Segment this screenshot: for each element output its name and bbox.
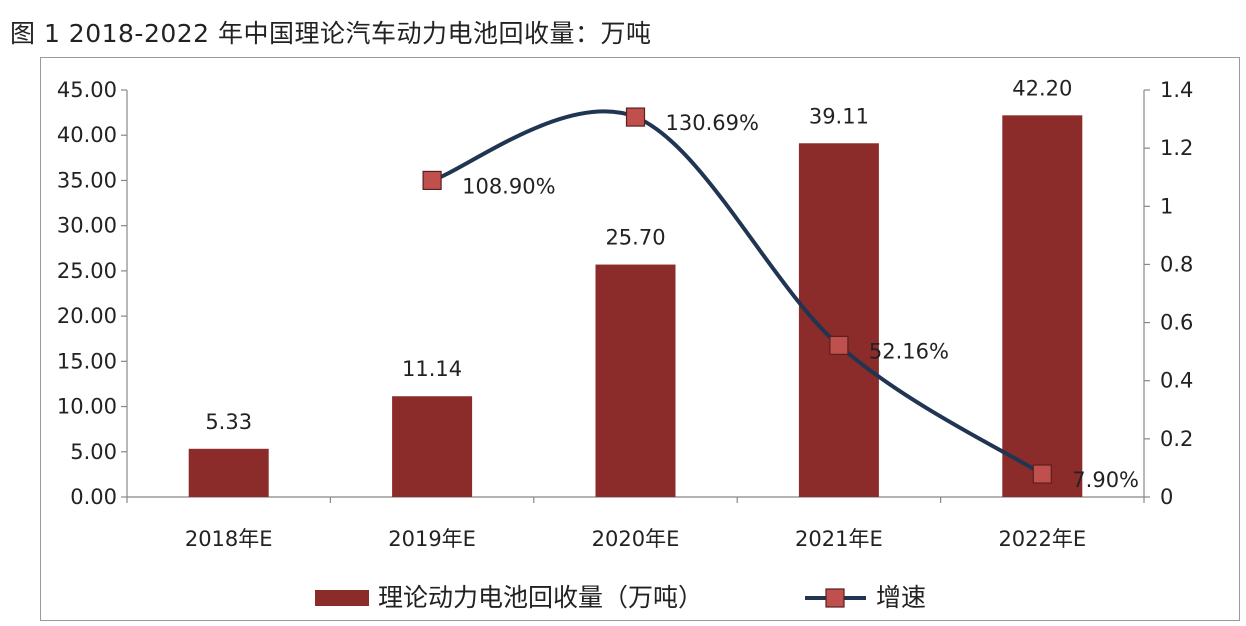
bar-data-label: 25.70 [605,226,665,250]
y-right-tick-label: 0.6 [1160,311,1193,335]
y-left-tick-label: 10.00 [57,395,117,419]
y-left-tick-label: 0.00 [70,485,117,509]
y-left-tick-label: 25.00 [57,259,117,283]
x-tick-label: 2022年E [998,527,1086,551]
growth-data-label: 52.16% [869,339,949,363]
y-left-tick-label: 35.00 [57,168,117,192]
y-right-tick-label: 0 [1160,485,1173,509]
bar [595,264,676,497]
y-right-tick-label: 0.2 [1160,427,1193,451]
legend-line-marker [825,588,845,608]
growth-marker [1032,464,1052,484]
bar-data-label: 42.20 [1012,76,1072,100]
x-tick-label: 2020年E [592,527,680,551]
legend-bar-label: 理论动力电池回收量（万吨） [378,583,703,612]
growth-data-label: 130.69% [666,111,759,135]
legend-line-label: 增速 [876,583,926,612]
bar [188,448,269,497]
y-left-tick-label: 40.00 [57,123,117,147]
growth-marker [829,335,849,355]
bar [392,396,473,497]
y-right-tick-label: 0.4 [1160,369,1193,393]
y-right-tick-label: 0.8 [1160,252,1193,276]
growth-line [430,109,1045,477]
legend-bar-swatch [315,590,369,606]
y-left-tick-label: 15.00 [57,349,117,373]
chart-frame [40,57,1240,621]
bar [798,143,879,497]
growth-marker [422,170,442,191]
y-right-tick-label: 1.2 [1160,136,1193,160]
bar-data-label: 5.33 [205,410,252,434]
y-right-tick-label: 1 [1160,194,1173,218]
y-left-tick-label: 30.00 [57,214,117,238]
bar-data-label: 39.11 [809,104,869,128]
y-left-tick-label: 20.00 [57,304,117,328]
growth-data-label: 108.90% [462,174,555,198]
bar-data-label: 11.14 [402,357,462,381]
x-tick-label: 2021年E [795,527,883,551]
y-right-tick-label: 1.4 [1160,78,1193,102]
bar [1002,115,1083,497]
x-tick-label: 2018年E [185,527,273,551]
chart-title: 图 1 2018-2022 年中国理论汽车动力电池回收量：万吨 [10,19,652,48]
y-left-tick-label: 45.00 [57,78,117,102]
growth-data-label: 7.90% [1072,468,1139,492]
y-left-tick-label: 5.00 [70,440,117,464]
growth-marker [625,107,646,127]
x-tick-label: 2019年E [388,527,476,551]
